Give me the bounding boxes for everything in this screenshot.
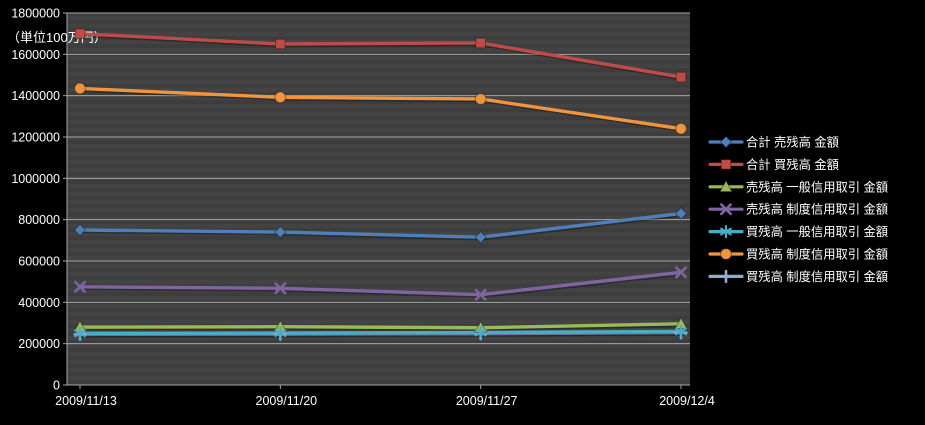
y-tick-label: 1400000	[11, 89, 60, 103]
circle-marker	[675, 122, 687, 135]
legend-item: 買残高 制度信用取引 金額	[708, 247, 888, 262]
circle-marker	[74, 82, 86, 95]
legend-item: 買残高 制度信用取引 金額	[708, 269, 888, 284]
series-3	[78, 270, 684, 298]
x-category-label: 2009/11/20	[256, 394, 318, 408]
x-marker	[74, 280, 86, 293]
x-category-label: 2009/11/27	[456, 394, 518, 408]
legend-label: 合計 売残高 金額	[746, 135, 839, 150]
series-2	[78, 322, 684, 332]
series-4	[78, 329, 684, 337]
circle-marker	[474, 93, 487, 105]
legend-item: 売残高 制度信用取引 金額	[708, 202, 888, 217]
y-tick-label: 1000000	[11, 172, 60, 186]
y-tick-label: 200000	[18, 337, 60, 351]
y-tick-label: 1800000	[11, 7, 60, 21]
y-tick-label: 1200000	[11, 131, 60, 145]
triangle-marker	[719, 179, 733, 193]
series-4-markers	[74, 324, 687, 340]
legend-item: 合計 売残高 金額	[708, 135, 839, 150]
asterisk-marker	[74, 326, 86, 340]
diamond-marker	[274, 225, 287, 239]
series-1	[78, 31, 684, 81]
y-tick-label: 400000	[18, 296, 60, 310]
x-category-label: 2009/11/13	[55, 394, 117, 408]
series-3-markers	[74, 266, 687, 301]
plot-area	[67, 13, 690, 385]
legend-label: 売残高 一般信用取引 金額	[746, 179, 888, 194]
x-category-label: 2009/12/4	[659, 394, 715, 408]
asterisk-marker	[474, 325, 487, 340]
series-0-markers	[73, 207, 688, 244]
asterisk-marker	[720, 224, 732, 239]
legend-item: 売残高 一般信用取引 金額	[708, 179, 888, 194]
asterisk-marker	[274, 326, 287, 340]
y-tick-label: 800000	[18, 213, 60, 227]
circle-marker	[274, 91, 287, 104]
legend-label: 買残高 一般信用取引 金額	[746, 224, 888, 239]
legend-item: 買残高 一般信用取引 金額	[708, 224, 888, 239]
series-5	[78, 86, 684, 133]
asterisk-marker	[675, 324, 687, 339]
x-marker	[720, 203, 732, 216]
x-marker	[675, 266, 687, 279]
legend-item: 合計 買残高 金額	[708, 157, 839, 172]
series-0	[78, 211, 684, 241]
series-5-markers	[74, 82, 687, 135]
square-marker	[720, 159, 732, 170]
diamond-marker	[73, 223, 87, 237]
legend-label: 買残高 制度信用取引 金額	[746, 269, 888, 284]
legend-label: 合計 買残高 金額	[746, 157, 839, 172]
x-marker	[274, 282, 287, 295]
diamond-marker	[674, 207, 688, 220]
legend-label: 買残高 制度信用取引 金額	[746, 247, 888, 262]
y-tick-label: 1600000	[11, 48, 60, 62]
series-1-markers	[74, 28, 687, 83]
y-tick-label: 0	[53, 379, 60, 393]
circle-marker	[720, 248, 732, 260]
diamond-marker	[719, 135, 733, 149]
square-marker	[74, 28, 86, 39]
square-marker	[275, 38, 286, 50]
square-marker	[675, 71, 687, 83]
diamond-marker	[474, 230, 487, 244]
plus-marker	[719, 269, 733, 283]
square-marker	[475, 37, 486, 49]
x-marker	[474, 288, 487, 301]
legend-label: 売残高 制度信用取引 金額	[746, 202, 888, 217]
y-tick-label: 600000	[18, 255, 60, 269]
